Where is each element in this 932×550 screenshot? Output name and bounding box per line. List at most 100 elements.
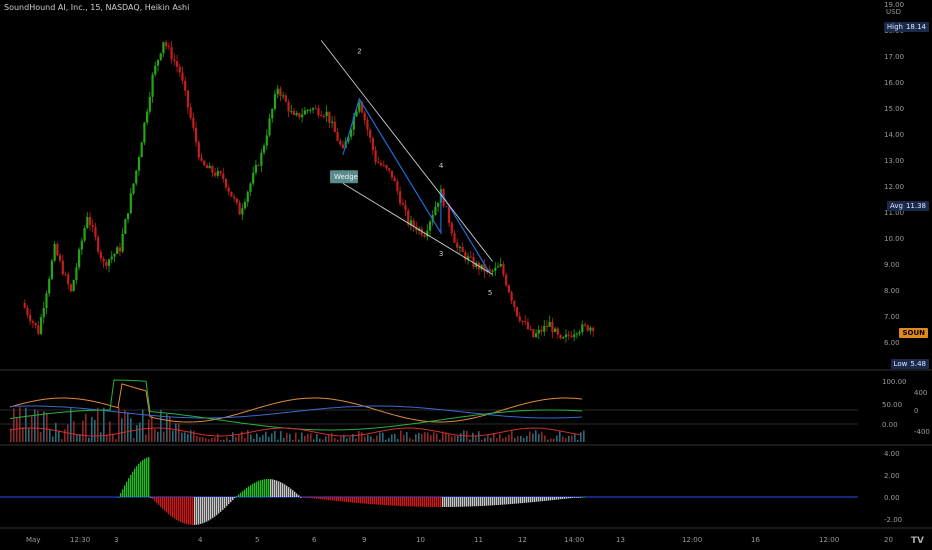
price-tick-label: 13.00 bbox=[884, 157, 904, 165]
macd-histogram-bar bbox=[354, 497, 356, 503]
macd-histogram-bar bbox=[376, 497, 378, 505]
candle-body bbox=[243, 201, 247, 209]
macd-histogram-bar bbox=[330, 497, 332, 501]
candle-body bbox=[412, 220, 415, 227]
osc-volume-bar bbox=[163, 431, 165, 442]
osc-volume-bar bbox=[478, 431, 480, 442]
macd-histogram-bar bbox=[572, 497, 574, 498]
macd-histogram-bar bbox=[580, 497, 582, 498]
osc-volume-bar bbox=[211, 437, 213, 442]
candle-body bbox=[175, 61, 179, 67]
osc-volume-bar bbox=[292, 439, 294, 442]
osc-volume-bar bbox=[580, 432, 582, 442]
candle-body bbox=[192, 117, 195, 128]
candle-body bbox=[347, 136, 350, 142]
avg-label: Avg bbox=[889, 202, 903, 210]
macd-histogram-bar bbox=[132, 471, 134, 497]
candle-body bbox=[570, 335, 573, 338]
macd-histogram-bar bbox=[462, 497, 464, 507]
candle-body bbox=[426, 230, 429, 237]
candle-body bbox=[222, 173, 225, 179]
osc-volume-bar bbox=[442, 431, 444, 442]
macd-histogram-bar bbox=[466, 497, 468, 507]
osc-volume-bar bbox=[355, 438, 357, 442]
macd-histogram-bar bbox=[418, 497, 420, 507]
price-tick-label: 9.00 bbox=[884, 261, 900, 269]
candle-body bbox=[146, 111, 149, 123]
price-tick-label: 8.00 bbox=[884, 287, 900, 295]
osc-volume-bar bbox=[547, 439, 549, 442]
macd-histogram-bar bbox=[444, 497, 446, 507]
macd-histogram-bar bbox=[196, 497, 198, 525]
macd-histogram-bar bbox=[286, 485, 288, 497]
osc-volume-bar bbox=[232, 432, 234, 442]
time-tick-label: 12:30 bbox=[70, 536, 90, 544]
candle-body bbox=[56, 243, 59, 256]
macd-histogram-bar bbox=[388, 497, 390, 506]
candle-body bbox=[99, 251, 102, 259]
candle-body bbox=[461, 246, 464, 253]
time-tick-label: 11 bbox=[474, 536, 483, 544]
macd-histogram-bar bbox=[552, 497, 554, 501]
macd-histogram-bar bbox=[124, 485, 126, 497]
candle-body bbox=[494, 267, 497, 271]
candle-body bbox=[140, 142, 143, 158]
candle-body bbox=[135, 170, 138, 184]
price-tick-label: 11.00 bbox=[884, 209, 904, 217]
macd-histogram-bar bbox=[402, 497, 404, 507]
macd-histogram-bar bbox=[478, 497, 480, 507]
macd-histogram-bar bbox=[368, 497, 370, 504]
osc-volume-bar bbox=[535, 430, 537, 442]
macd-histogram-bar bbox=[130, 474, 132, 497]
macd-histogram-bar bbox=[392, 497, 394, 506]
macd-histogram-bar bbox=[250, 485, 252, 497]
osc-volume-bar bbox=[376, 435, 378, 442]
candle-body bbox=[156, 59, 160, 66]
osc-volume-bar bbox=[379, 432, 381, 442]
time-tick-label: 12 bbox=[518, 536, 527, 544]
osc-volume-bar bbox=[112, 433, 114, 442]
last-price-badge: SOUN bbox=[899, 328, 928, 338]
macd-histogram-bar bbox=[142, 460, 144, 497]
macd-histogram-bar bbox=[450, 497, 452, 507]
candle-body bbox=[23, 303, 26, 308]
candle-body bbox=[165, 42, 168, 47]
wave-point-label: 2 bbox=[357, 47, 361, 55]
osc-volume-bar bbox=[64, 429, 66, 442]
osc-volume-bar bbox=[352, 434, 354, 442]
macd-histogram-bar bbox=[198, 497, 200, 525]
candle-body bbox=[154, 65, 157, 75]
osc-volume-bar bbox=[178, 423, 180, 442]
osc-volume-bar bbox=[466, 430, 468, 442]
osc-volume-bar bbox=[295, 432, 297, 442]
osc-volume-bar bbox=[139, 422, 141, 442]
candle-body bbox=[235, 198, 238, 203]
macd-histogram-bar bbox=[160, 497, 162, 508]
price-tick-label: 10.00 bbox=[884, 235, 904, 243]
candle-body bbox=[532, 329, 535, 337]
macd-histogram-bar bbox=[378, 497, 380, 505]
wave-point-label: 5 bbox=[488, 289, 492, 297]
candle-body bbox=[518, 316, 521, 321]
chart-title: SoundHound AI, Inc., 15, NASDAQ, Heikin … bbox=[4, 3, 190, 12]
candle-body bbox=[132, 183, 135, 194]
candle-body bbox=[105, 261, 108, 266]
macd-histogram-bar bbox=[148, 457, 150, 497]
osc-volume-bar bbox=[412, 439, 414, 442]
macd-histogram-bar bbox=[536, 497, 538, 502]
macd-histogram-bar bbox=[426, 497, 428, 507]
macd-histogram-bar bbox=[562, 497, 564, 500]
macd-histogram-bar bbox=[456, 497, 458, 507]
osc-volume-bar bbox=[127, 412, 129, 442]
candle-body bbox=[178, 66, 181, 73]
macd-histogram-bar bbox=[416, 497, 418, 507]
candle-body bbox=[102, 258, 105, 262]
candle-body bbox=[499, 263, 502, 267]
price-tick-label: 6.00 bbox=[884, 339, 900, 347]
candle-body bbox=[385, 165, 388, 169]
osc-left-tick: 100.00 bbox=[882, 378, 907, 386]
macd-histogram-bar bbox=[490, 497, 492, 506]
osc-volume-bar bbox=[532, 433, 534, 442]
macd-histogram-bar bbox=[228, 497, 230, 505]
